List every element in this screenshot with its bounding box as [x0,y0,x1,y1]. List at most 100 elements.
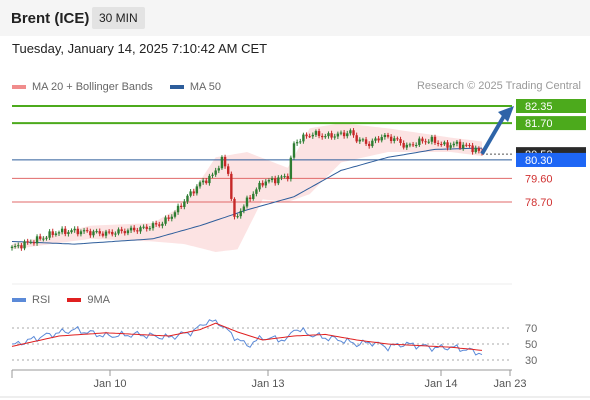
candle-body [17,245,20,247]
candle-body [371,140,374,147]
x-tick-label: Jan 23 [493,378,526,390]
price-legend: MA 20 + Bollinger Bands MA 50 [12,80,235,93]
candle-body [411,144,415,146]
rsi-ma9-line [11,322,483,351]
level-label-78.70: 78.70 [525,197,553,209]
candle-body [227,166,230,174]
candle-body [183,201,186,207]
candle-body [98,231,101,234]
candle-body [126,230,130,234]
candle-body [462,144,465,149]
candle-body [148,228,152,230]
candle-body [324,136,327,138]
candle-body [405,144,408,148]
ma20-swatch [12,85,26,89]
level-label-82.35: 82.35 [525,101,553,113]
candle-body [286,176,289,180]
candle-body [458,141,462,149]
rsi-tick-label-30: 30 [525,355,537,367]
candle-body [76,228,79,235]
legend-label-ma20: MA 20 + Bollinger Bands [32,81,153,93]
ma9-swatch [67,298,82,302]
candle-body [214,170,217,175]
legend-label-9ma: 9MA [87,294,111,306]
candle-body [57,232,61,234]
candle-body [133,227,136,231]
candle-body [10,246,14,249]
candle-body [258,182,261,190]
bollinger-band [12,123,482,252]
candle-body [29,242,32,244]
rsi-tick-label-70: 70 [525,323,537,335]
candle-body [220,156,224,169]
candle-body [321,135,324,138]
candle-body [342,132,346,137]
candle-body [443,142,446,145]
candle-body [123,231,126,234]
candle-body [355,135,358,142]
candle-body [346,133,349,137]
candle-body [368,143,371,147]
candle-body [13,245,17,247]
candle-body [452,143,455,146]
rsi-legend: RSI 9MA [12,293,124,306]
candle-body [283,176,286,178]
candle-body [51,231,54,235]
candle-body [101,233,105,236]
chart-header: Brent (ICE) 30 MIN [0,0,590,36]
candle-body [314,131,318,135]
candle-body [198,182,202,187]
candle-body [173,212,177,217]
candle-body [117,229,120,234]
legend-label-rsi: RSI [32,294,51,306]
candle-body [402,142,405,148]
candle-body [26,241,29,243]
candle-body [217,168,220,171]
candle-body [358,139,361,142]
candle-body [48,231,51,238]
legend-label-ma50: MA 50 [189,81,222,93]
candle-body [230,173,233,199]
candle-body [201,180,205,183]
candle-body [70,230,73,233]
candle-body [239,210,242,217]
level-label-81.70: 81.70 [525,118,553,130]
candle-body [389,136,393,141]
candle-body [418,138,421,145]
timestamp: Tuesday, January 14, 2025 7:10:42 AM CET [12,41,268,56]
candle-body [236,216,239,218]
legend-item-ma50: MA 50 [169,81,222,93]
candle-body [421,138,424,142]
candle-body [289,157,293,180]
candle-body [440,144,443,146]
legend-item-9ma: 9MA [67,294,110,306]
candle-body [42,238,45,240]
candle-body [195,186,199,194]
candle-body [164,217,167,224]
candle-body [302,134,305,142]
candle-body [242,206,246,211]
rsi-line [11,319,483,356]
candle-body [158,224,161,226]
candle-body [333,136,336,138]
rsi-tick-label-50: 50 [525,339,537,351]
candle-body [233,198,236,217]
candle-body [396,138,399,140]
candle-body [180,205,183,207]
ma50-swatch [169,85,184,89]
interval-badge[interactable]: 30 MIN [92,7,145,29]
candle-body [455,141,459,144]
level-label-79.60: 79.60 [525,173,553,185]
candle-body [89,231,92,236]
candle-body [186,195,189,202]
candle-body [377,138,380,141]
candle-body [79,231,83,235]
candle-body [189,191,192,196]
candle-body [330,133,333,138]
candle-body [139,227,142,232]
candle-body [129,227,133,231]
candle-body [393,138,396,141]
candle-body [364,139,368,144]
x-tick-label: Jan 10 [93,378,126,390]
